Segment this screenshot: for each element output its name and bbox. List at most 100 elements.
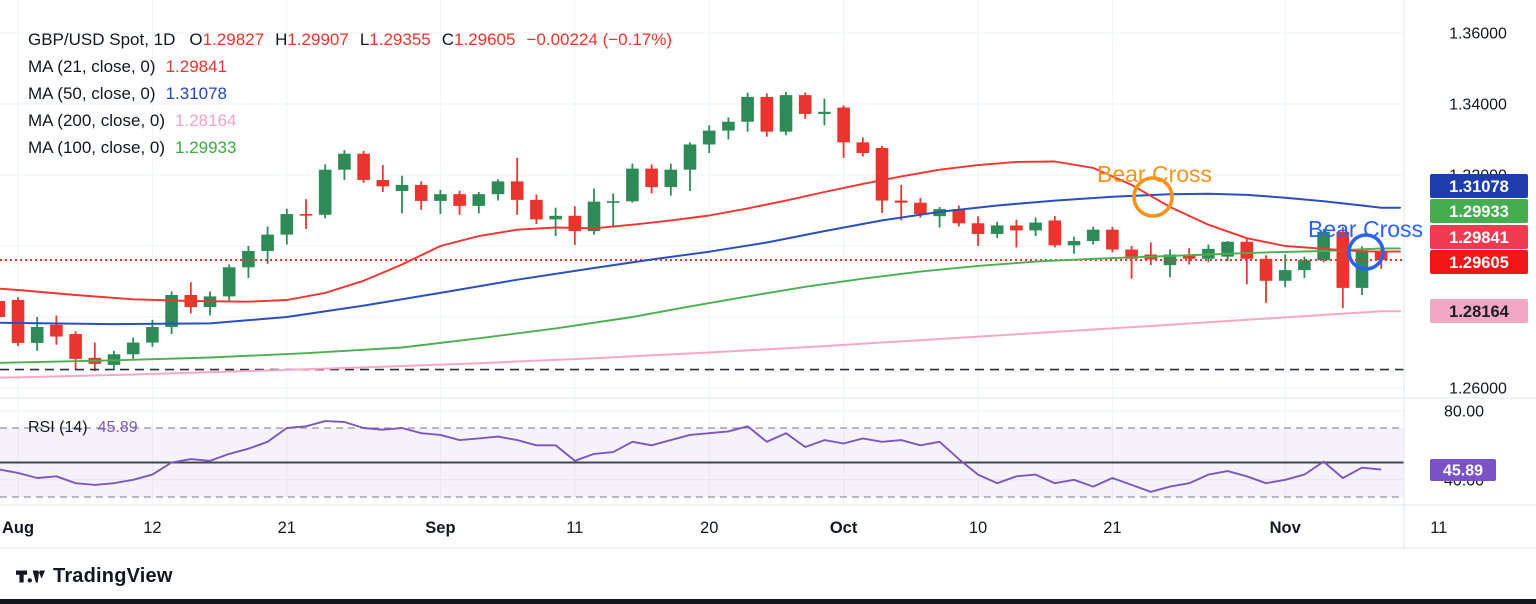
ma100-line[interactable] xyxy=(0,247,1401,364)
candle[interactable] xyxy=(818,98,831,126)
candle[interactable] xyxy=(472,192,486,214)
candle[interactable] xyxy=(414,181,428,210)
candle-body xyxy=(30,326,44,343)
price-badge-1.31078: 1.31078 xyxy=(1430,174,1528,198)
candle[interactable] xyxy=(434,189,447,215)
candle-body xyxy=(510,181,524,200)
candle[interactable] xyxy=(760,93,774,137)
rsi-pane[interactable] xyxy=(0,427,1404,498)
candle[interactable] xyxy=(645,164,658,194)
candle[interactable] xyxy=(30,317,44,351)
tradingview-attribution[interactable]: TradingView xyxy=(16,565,173,588)
indicator-legend-ma100[interactable]: MA (100, close, 0) 1.29933 xyxy=(28,138,237,157)
candle[interactable] xyxy=(184,282,198,314)
candle[interactable] xyxy=(299,199,313,229)
candle[interactable] xyxy=(664,163,678,196)
candle[interactable] xyxy=(50,315,63,345)
candle[interactable] xyxy=(1163,249,1177,278)
candle-body xyxy=(875,148,889,201)
price-axis-label: 1.34000 xyxy=(1449,97,1507,114)
candle[interactable] xyxy=(587,188,601,235)
candle[interactable] xyxy=(1298,256,1311,278)
candle[interactable] xyxy=(933,206,946,228)
candle-body xyxy=(530,199,543,220)
candle-body xyxy=(472,194,486,206)
candle[interactable] xyxy=(261,226,274,264)
candle[interactable] xyxy=(702,125,716,153)
candle[interactable] xyxy=(357,150,370,183)
candle[interactable] xyxy=(798,92,812,119)
candle[interactable] xyxy=(1317,228,1330,263)
candle-body xyxy=(126,342,140,355)
candle[interactable] xyxy=(856,137,870,157)
indicator-legend-rsi[interactable]: RSI (14) 45.89 xyxy=(28,419,138,436)
candle[interactable] xyxy=(971,216,985,246)
candle[interactable] xyxy=(1106,226,1119,253)
candle[interactable] xyxy=(11,297,25,347)
candle[interactable] xyxy=(242,246,255,278)
time-axis[interactable]: Aug 12 21 Sep 11 20 Oct 10 21 Nov 11 xyxy=(2,519,1447,537)
candle[interactable] xyxy=(606,193,620,228)
bear-cross-circle-2[interactable] xyxy=(1347,233,1385,271)
candle[interactable] xyxy=(1010,219,1023,248)
candle[interactable] xyxy=(491,179,505,201)
indicator-legend-ma21[interactable]: MA (21, close, 0) 1.29841 xyxy=(28,57,228,76)
candle[interactable] xyxy=(165,291,178,335)
candle[interactable] xyxy=(1259,255,1273,303)
candle[interactable] xyxy=(1336,226,1350,309)
candle-body xyxy=(453,194,466,206)
candle-body xyxy=(722,121,735,131)
candle[interactable] xyxy=(395,175,409,214)
candle[interactable] xyxy=(510,157,524,215)
candle[interactable] xyxy=(203,291,217,316)
candle[interactable] xyxy=(1240,238,1254,285)
annotation-bear-cross-1[interactable]: Bear Cross xyxy=(1097,161,1213,187)
candle[interactable] xyxy=(1182,248,1196,265)
annotation-bear-cross-2[interactable]: Bear Cross xyxy=(1308,216,1424,242)
price-badge-1.29841: 1.29841 xyxy=(1430,225,1528,249)
ma21-value: 1.29841 xyxy=(165,57,228,76)
candle-body xyxy=(856,142,870,153)
candle-body xyxy=(798,95,812,114)
rsi-line[interactable] xyxy=(0,420,1382,493)
candle[interactable] xyxy=(126,337,140,359)
candle[interactable] xyxy=(1067,236,1081,254)
ma50-line[interactable] xyxy=(0,192,1401,326)
candle[interactable] xyxy=(894,184,908,221)
candle[interactable] xyxy=(568,206,582,245)
candle[interactable] xyxy=(453,190,466,215)
indicator-legend-ma50[interactable]: MA (50, close, 0) 1.31078 xyxy=(28,84,228,103)
candle-body xyxy=(1317,231,1330,261)
symbol-title[interactable]: GBP/USD Spot, 1D xyxy=(28,30,176,49)
candle[interactable] xyxy=(626,163,639,203)
candle-body xyxy=(645,168,658,188)
candle[interactable] xyxy=(338,150,351,180)
candle[interactable] xyxy=(0,299,6,324)
candle[interactable] xyxy=(722,117,735,140)
candle[interactable] xyxy=(1029,217,1042,237)
candle[interactable] xyxy=(530,194,543,224)
candle[interactable] xyxy=(741,92,754,132)
candle-body xyxy=(741,96,754,122)
candle[interactable] xyxy=(222,264,236,302)
candle[interactable] xyxy=(1125,246,1138,279)
candle[interactable] xyxy=(376,165,390,193)
indicator-legend-ma200[interactable]: MA (200, close, 0) 1.28164 xyxy=(28,111,237,130)
candle[interactable] xyxy=(88,342,102,371)
ma21-line[interactable] xyxy=(0,160,1401,303)
candle[interactable] xyxy=(1086,226,1100,245)
candle[interactable] xyxy=(1048,216,1062,248)
price-axis[interactable]: 1.360001.340001.320001.2600080.0040.001.… xyxy=(1430,26,1528,490)
candle[interactable] xyxy=(318,164,332,219)
bear-cross-circle-1[interactable] xyxy=(1132,176,1174,218)
candle[interactable] xyxy=(683,142,697,191)
candle[interactable] xyxy=(990,221,1004,239)
candle[interactable] xyxy=(69,331,82,370)
candle[interactable] xyxy=(837,105,850,158)
candle[interactable] xyxy=(779,91,793,136)
candle[interactable] xyxy=(549,207,562,237)
ma200-line[interactable] xyxy=(0,310,1401,379)
candle[interactable] xyxy=(280,208,294,245)
candle[interactable] xyxy=(1221,241,1234,261)
